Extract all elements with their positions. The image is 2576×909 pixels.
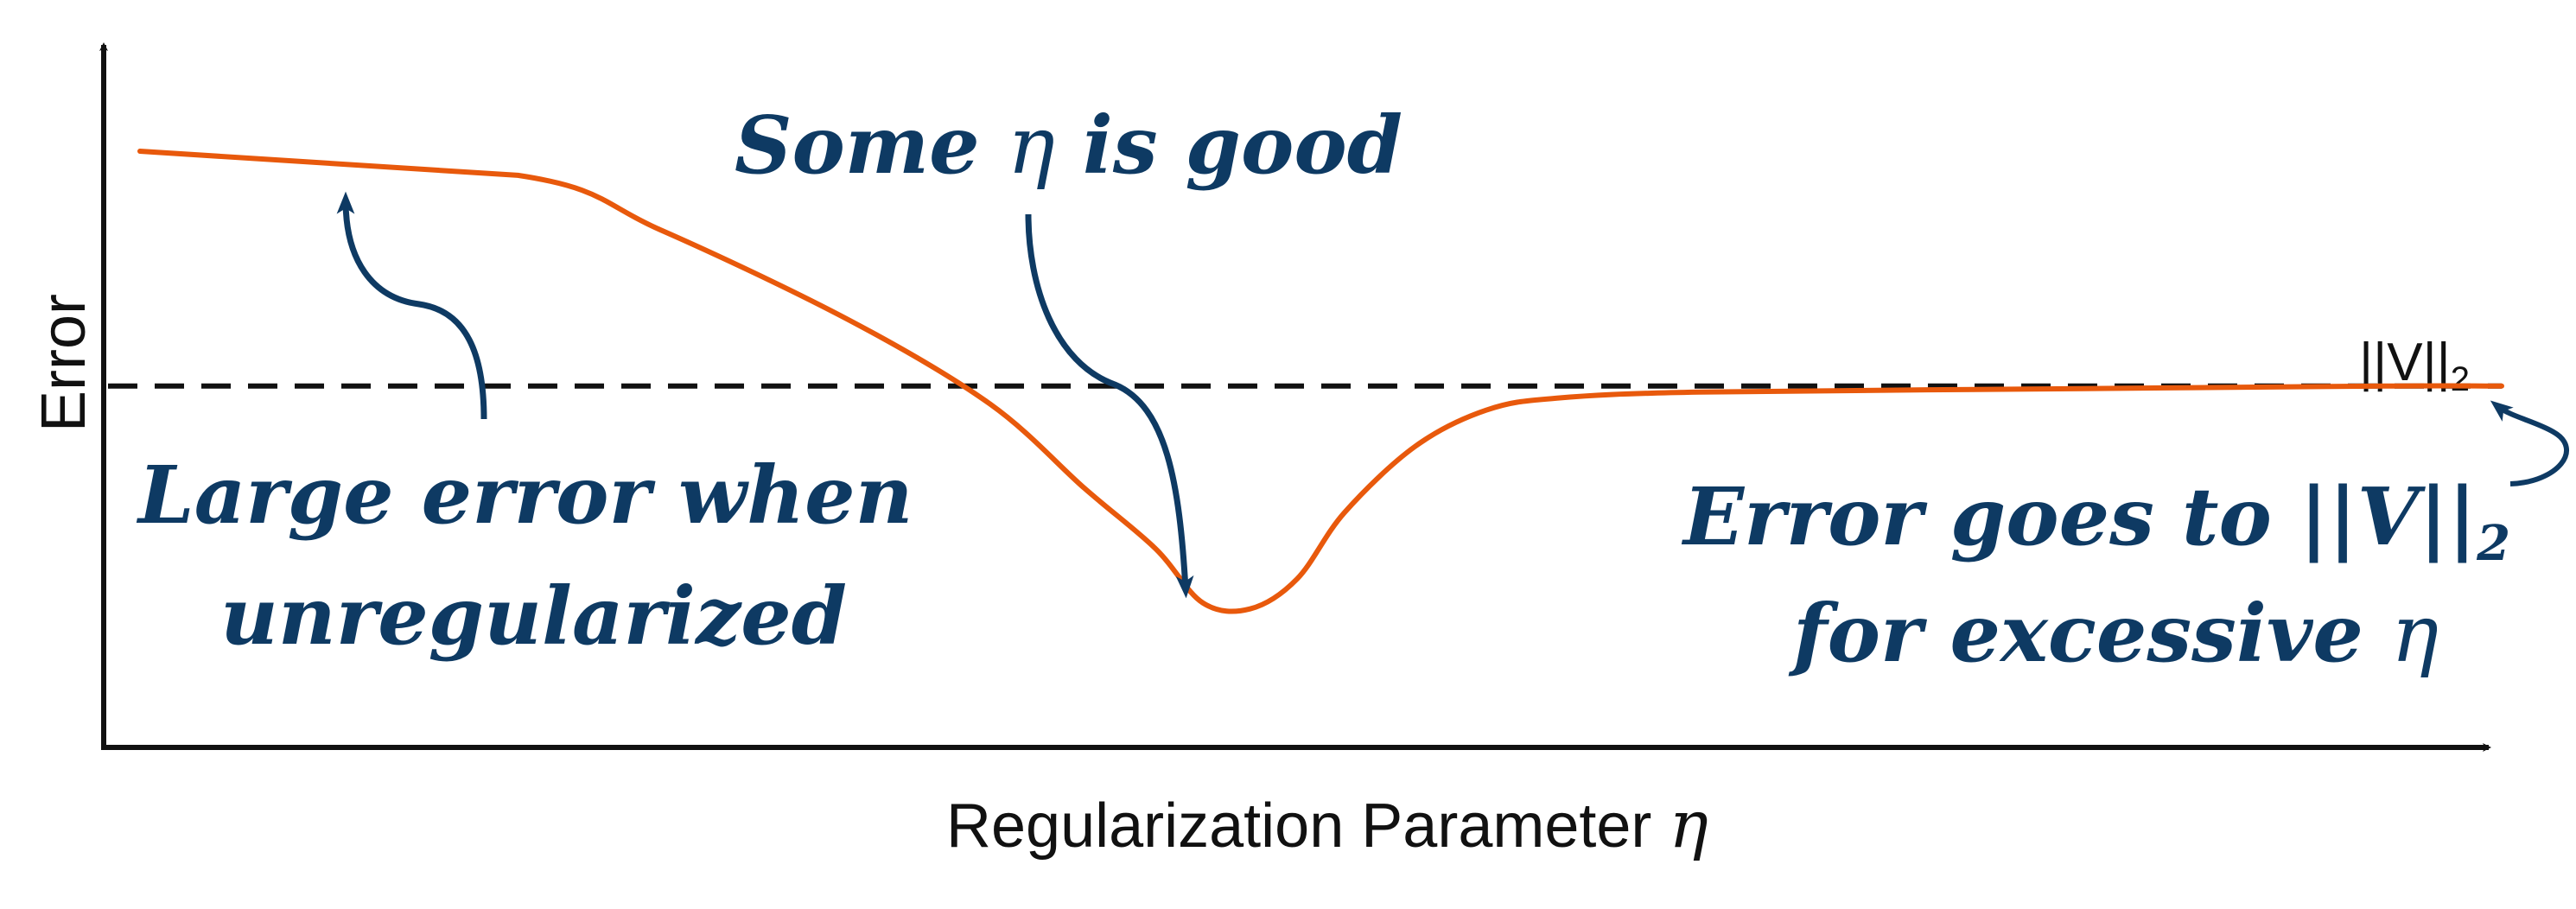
annotation-error-goes-text: Error goes to: [1681, 470, 2272, 563]
x-axis-label-eta: η: [1669, 785, 1708, 862]
annotation-large-error-line2: unregularized: [220, 569, 847, 663]
reference-line-label-subscript: 2: [2451, 360, 2470, 398]
annotation-some-eta-after: is good: [1083, 99, 1402, 192]
annotation-error-goes-subscript: 2: [2476, 515, 2510, 572]
y-axis-label: Error: [29, 294, 99, 432]
annotation-error-goes-line2-text: for excessive: [1788, 587, 2363, 680]
annotation-error-goes-line1: Error goes to ||V||2: [1681, 470, 2510, 572]
x-axis-label-text: Regularization Parameter: [946, 791, 1651, 861]
annotation-large-error-line1: Large error when: [136, 448, 913, 542]
error-curve-line: [137, 149, 2504, 614]
annotation-some-eta-text: Some: [735, 99, 980, 192]
reference-line-label: ||V||2: [2359, 333, 2470, 398]
arrow-large-error: [336, 191, 487, 420]
arrow-some-eta: [1025, 213, 1194, 599]
arrow-error-goes: [2490, 400, 2569, 486]
series-layer: [137, 149, 2504, 614]
annotation-error-goes-symbol: η: [2391, 588, 2439, 680]
annotation-error-goes-line2: for excessive η: [1788, 587, 2439, 680]
reference-line-label-norm: ||V||: [2359, 333, 2451, 392]
x-axis-label: Regularization Parameter η: [946, 785, 1708, 862]
annotation-some-eta-symbol: η: [1008, 99, 1055, 192]
annotation-error-goes-norm: ||V||: [2299, 470, 2477, 563]
annotation-some-eta: Some η is good: [735, 99, 1402, 192]
